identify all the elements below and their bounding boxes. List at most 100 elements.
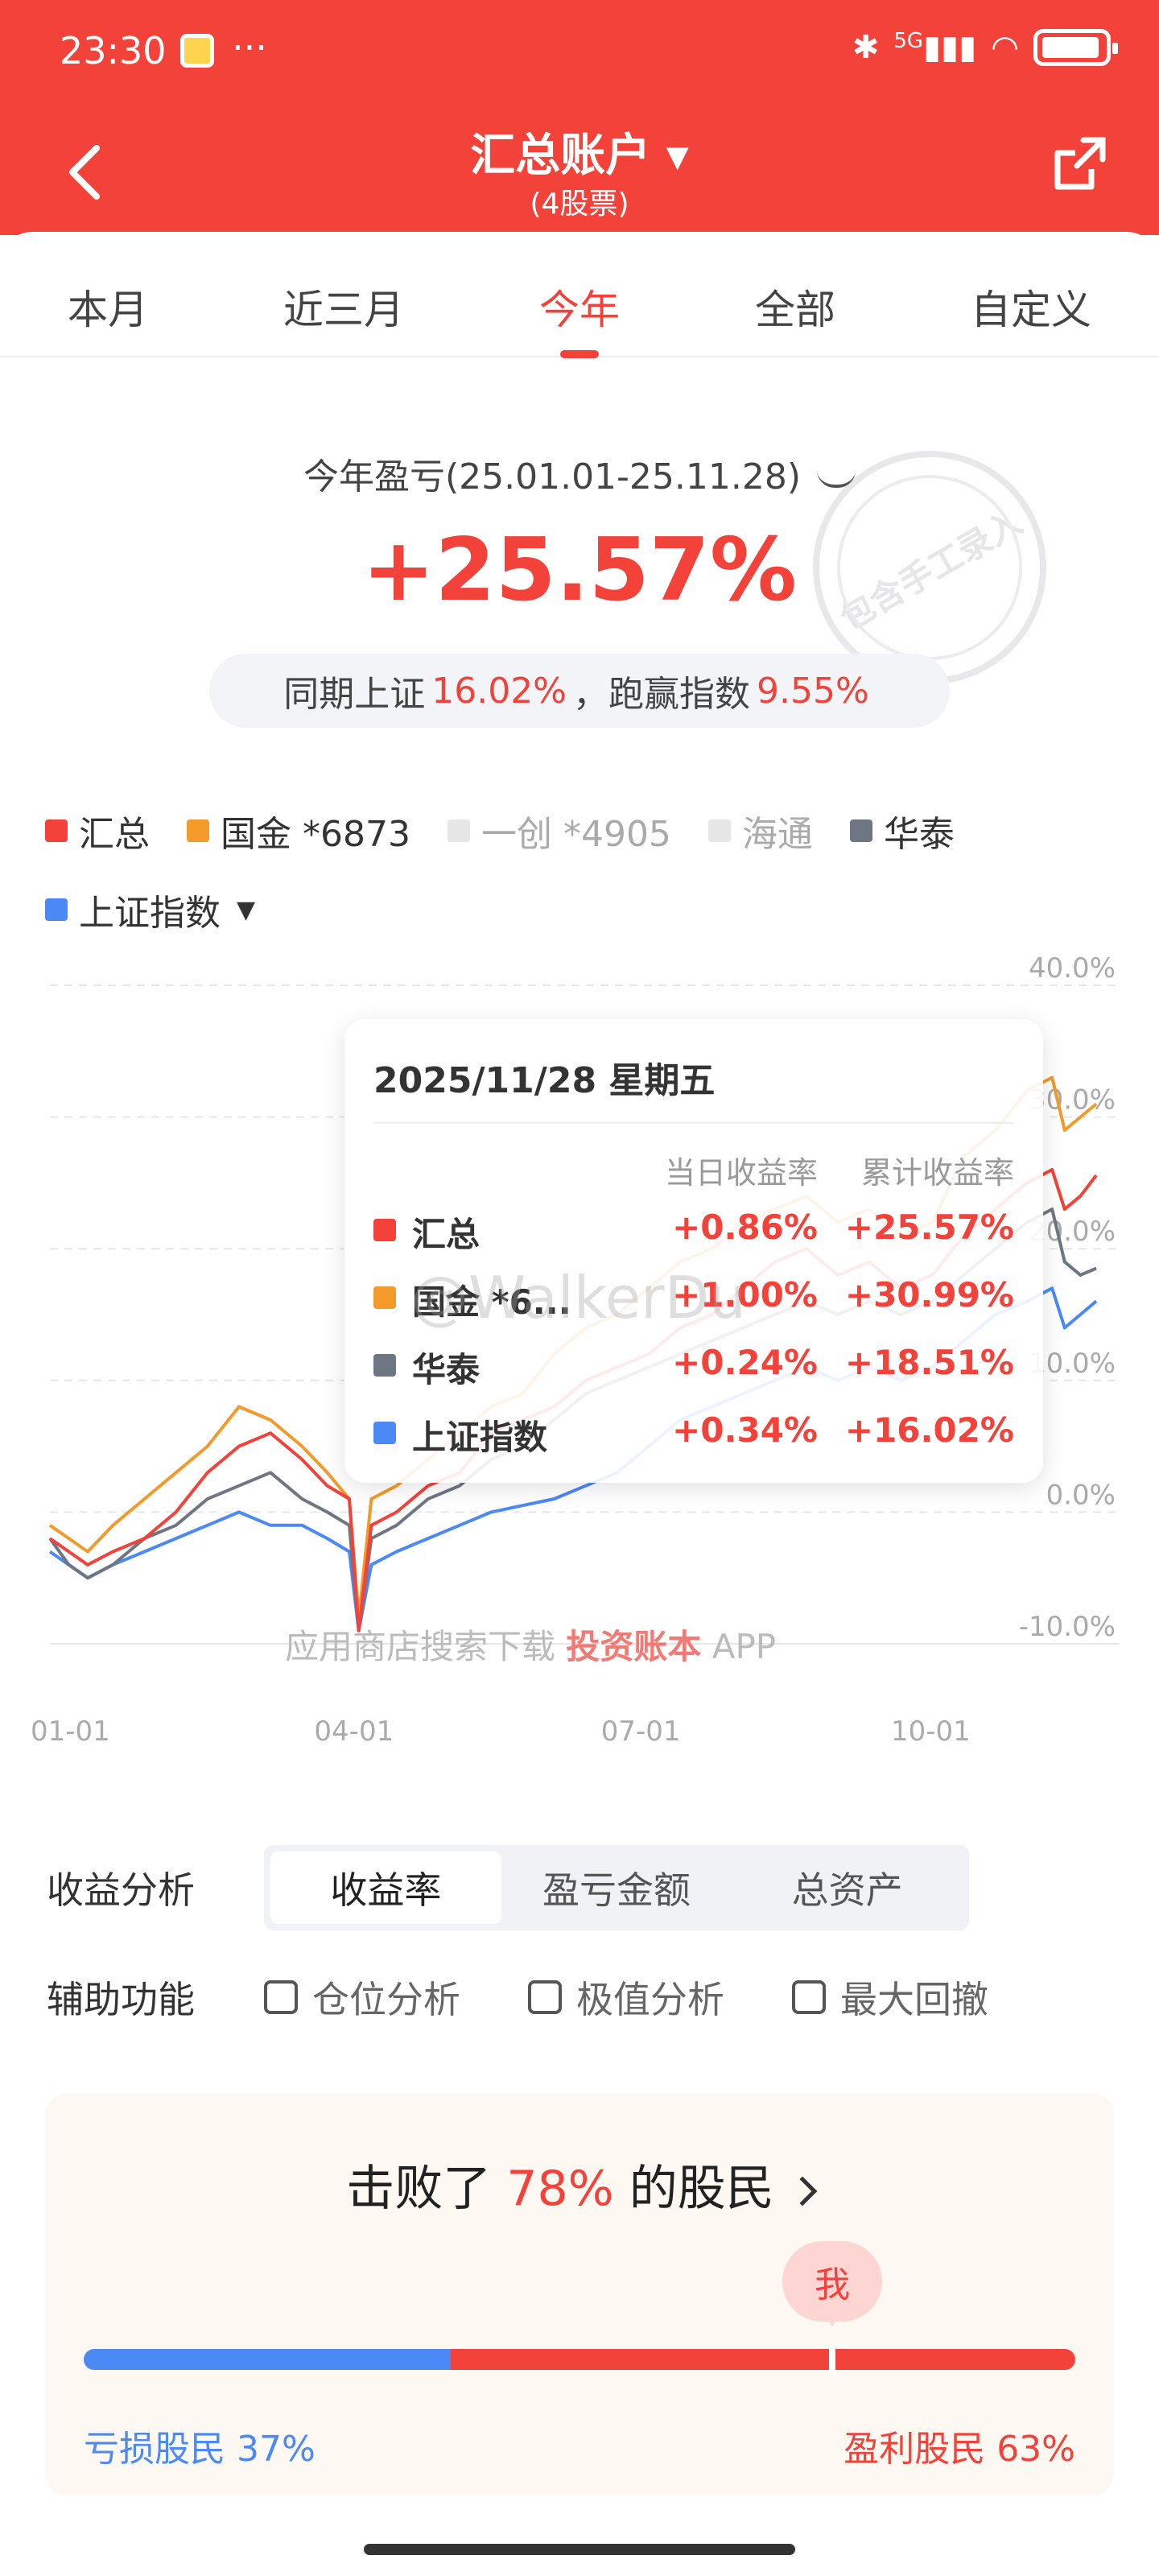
chevron-down-icon: ▼ [237,895,256,924]
profit-segment [450,2349,1075,2370]
loss-investors-label: 亏损股民 37% [84,2429,316,2470]
checkbox-icon[interactable] [264,1980,298,2014]
compare-prefix: 同期上证 [283,674,426,715]
legend-swatch [45,898,68,921]
checkbox-position-analysis[interactable]: 仓位分析 [264,1971,460,2024]
notification-icon [180,34,214,68]
outperform-value: 9.55% [757,670,869,712]
status-icons: ✱ 5G▮▮▮ ◠ [852,29,1118,66]
tooltip-row: 汇总 +0.86% +25.57% [373,1204,1014,1261]
checkbox-extreme-analysis[interactable]: 极值分析 [528,1971,724,2024]
account-selector[interactable]: 汇总账户 ▾ [470,130,689,182]
tooltip-swatch [373,1422,396,1444]
tab-all[interactable]: 全部 [755,287,835,333]
legend-item-huatai[interactable]: 华泰 [849,805,955,857]
tab-three-months[interactable]: 近三月 [283,287,404,333]
tooltip-row: 上证指数 +0.34% +16.02% [373,1407,1014,1463]
tab-this-year[interactable]: 今年 [515,270,644,344]
tooltip-col-daily: 当日收益率 [664,1155,818,1191]
index-return: 16.02% [431,670,567,712]
seg-total-assets[interactable]: 总资产 [791,1868,903,1912]
tooltip-swatch [373,1219,396,1241]
summary-title-text: 今年盈亏(25.01.01-25.11.28) [303,456,802,497]
checkbox-max-drawdown[interactable]: 最大回撤 [792,1971,988,2024]
summary-title: 今年盈亏(25.01.01-25.11.28) [0,448,1159,499]
user-watermark: @WalkerDu [410,1264,746,1331]
x-tick-label: 01-01 [31,1715,110,1748]
tab-custom[interactable]: 自定义 [971,287,1091,333]
period-tabs: 本月 近三月 今年 全部 自定义 [0,258,1159,357]
tooltip-cumulative: +16.02% [844,1410,1014,1450]
tooltip-name: 上证指数 [412,1418,548,1457]
app-watermark: 应用商店搜索下载 投资账本 APP [285,1627,777,1666]
legend-item-yichuang[interactable]: 一创 *4905 [447,805,671,857]
my-position-marker [829,2344,836,2375]
chart-tooltip: 2025/11/28 星期五 当日收益率 累计收益率 汇总 +0.86% +25… [344,1019,1043,1483]
y-tick-label: 0.0% [1046,1479,1116,1511]
tooltip-cumulative: +25.57% [844,1208,1014,1247]
bluetooth-icon: ✱ [852,29,880,66]
profit-investors-label: 盈利股民 63% [843,2429,1075,2470]
signal-icon: 5G▮▮▮ [893,29,977,66]
analysis-row: 收益分析 收益率 盈亏金额 总资产 [47,1845,969,1930]
compare-mid: ，跑赢指数 [573,674,750,715]
hide-amount-icon[interactable] [817,470,856,488]
checkbox-icon[interactable] [528,1980,562,2014]
beat-title[interactable]: 击败了 78% 的股民 [45,2149,1114,2219]
account-subtitle: (4股票) [530,188,629,221]
analysis-segmented-control: 收益率 盈亏金额 总资产 [264,1845,969,1930]
tooltip-daily: +0.24% [672,1343,818,1382]
tooltip-date: 2025/11/28 星期五 [373,1060,716,1101]
tooltip-name: 华泰 [412,1350,481,1389]
seg-return-rate[interactable]: 收益率 [270,1852,501,1924]
tooltip-col-cumulative: 累计收益率 [860,1155,1014,1191]
my-position-bubble: 我 [782,2241,883,2322]
y-tick-label: 40.0% [1029,952,1116,985]
tooltip-name: 汇总 [412,1215,481,1254]
beat-percent: 78% [506,2161,614,2217]
loss-segment [84,2349,451,2370]
tooltip-cumulative: +18.51% [844,1343,1014,1382]
y-tick-label: -10.0% [1019,1611,1116,1643]
investor-distribution-bar [84,2349,1075,2370]
tooltip-swatch [373,1286,396,1309]
aux-label: 辅助功能 [47,1978,195,2021]
battery-icon [1033,29,1118,66]
tooltip-row: 国金 *6... +1.00% +30.99% [373,1272,1014,1328]
checkbox-icon[interactable] [792,1980,826,2014]
tooltip-cumulative: +30.99% [844,1275,1014,1315]
tooltip-daily: +0.86% [672,1208,818,1247]
legend-item-haitong[interactable]: 海通 [707,805,813,857]
status-bar: 23:30 ··· ✱ 5G▮▮▮ ◠ [0,0,1159,100]
tooltip-daily: +0.34% [672,1410,818,1450]
legend-swatch [447,819,470,842]
more-notifications-icon: ··· [232,26,267,69]
x-tick-label: 04-01 [314,1715,394,1748]
analysis-label: 收益分析 [47,1868,195,1912]
home-indicator[interactable] [364,2544,795,2555]
tooltip-daily: +1.00% [672,1275,818,1315]
legend-swatch [45,819,68,842]
x-tick-label: 10-01 [891,1715,971,1748]
back-icon[interactable] [56,132,113,213]
legend-item-guojin[interactable]: 国金 *6873 [187,805,410,857]
beat-investors-card[interactable]: 击败了 78% 的股民 我 亏损股民 37% 盈利股民 63% [45,2093,1114,2496]
legend-item-sse-index[interactable]: 上证指数 ▼ [45,884,255,935]
share-icon[interactable] [1048,132,1112,196]
seg-profit-amount[interactable]: 盈亏金额 [542,1868,691,1912]
legend-swatch [707,819,731,842]
tab-this-month[interactable]: 本月 [68,287,148,333]
chart-legend: 汇总 国金 *6873 一创 *4905 海通 华泰 上证指数 ▼ [45,805,1091,935]
app-header: 汇总账户 ▾ (4股票) [0,100,1159,235]
wifi-icon: ◠ [991,29,1019,66]
tooltip-swatch [373,1354,396,1377]
chevron-right-icon [787,2177,818,2207]
index-comparison: 同期上证 16.02% ，跑赢指数 9.55% [209,654,950,728]
legend-swatch [187,819,209,842]
status-time: 23:30 [60,29,167,72]
tooltip-name: 国金 *6... [412,1282,571,1322]
legend-item-total[interactable]: 汇总 [45,805,150,857]
legend-swatch [849,819,872,842]
profit-percentage: +25.57% [361,520,798,621]
tooltip-row: 华泰 +0.24% +18.51% [373,1340,1014,1396]
